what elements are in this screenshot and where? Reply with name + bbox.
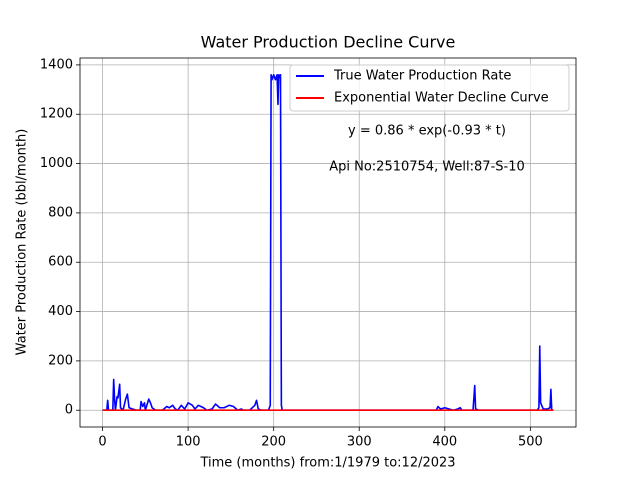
x-tick-label: 300 bbox=[347, 435, 372, 450]
annotation: y = 0.86 * exp(-0.93 * t) bbox=[348, 124, 506, 139]
y-tick-label: 400 bbox=[48, 304, 73, 319]
legend-label: True Water Production Rate bbox=[333, 69, 511, 84]
x-tick-label: 200 bbox=[261, 435, 286, 450]
x-tick-label: 400 bbox=[432, 435, 457, 450]
x-axis-label: Time (months) from:1/1979 to:12/2023 bbox=[199, 456, 455, 471]
y-tick-label: 1000 bbox=[40, 156, 73, 171]
legend-box bbox=[289, 64, 570, 112]
y-tick-label: 0 bbox=[65, 403, 73, 418]
y-tick-label: 800 bbox=[48, 205, 73, 220]
y-tick-label: 1400 bbox=[40, 57, 73, 72]
y-tick-label: 600 bbox=[48, 255, 73, 270]
legend-label: Exponential Water Decline Curve bbox=[334, 91, 549, 106]
x-tick-label: 0 bbox=[98, 435, 106, 450]
annotation: Api No:2510754, Well:87-S-10 bbox=[329, 160, 525, 175]
y-tick-label: 200 bbox=[48, 353, 73, 368]
x-tick-label: 100 bbox=[176, 435, 201, 450]
x-tick-label: 500 bbox=[518, 435, 543, 450]
y-axis-label: Water Production Rate (bbl/month) bbox=[15, 129, 30, 356]
chart-title: Water Production Decline Curve bbox=[201, 33, 456, 52]
y-tick-label: 1200 bbox=[40, 107, 73, 122]
data-line bbox=[102, 73, 554, 412]
plot-frame bbox=[79, 57, 577, 428]
